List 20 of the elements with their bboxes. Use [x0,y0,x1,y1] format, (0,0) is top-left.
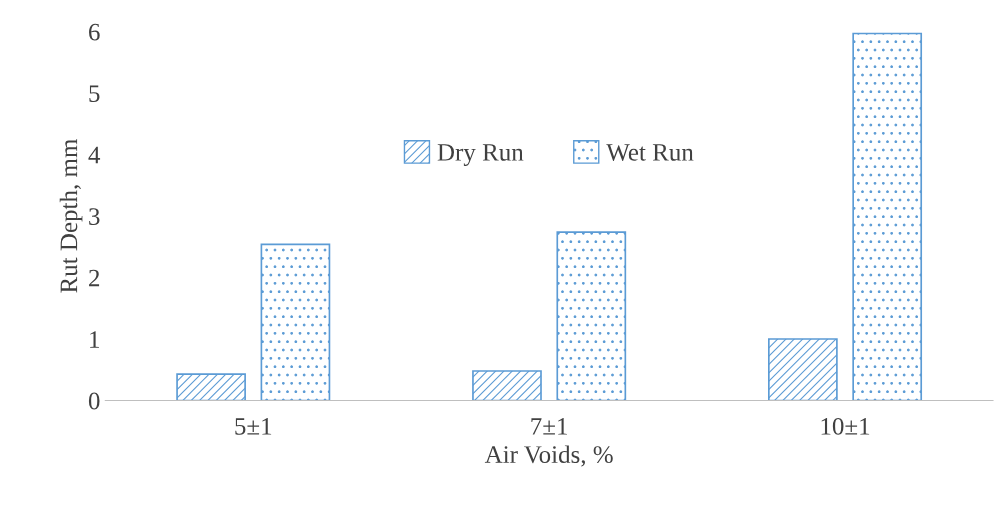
legend-label: Wet Run [606,144,694,161]
bar [260,243,331,401]
y-tick-label: 3 [89,208,100,225]
x-tick-label: 10±1 [821,417,870,435]
legend-label: Dry Run [437,144,524,166]
bar [472,370,542,401]
bar [556,231,627,401]
y-tick-label: 4 [88,146,101,164]
bar [852,32,923,401]
x-axis-title: Air Voids, % [484,445,613,467]
y-axis-title: Rut Depth, mm [59,139,83,293]
x-tick-label: 7±1 [531,418,567,435]
y-tick-label: 6 [89,23,100,41]
y-tick-label: 0 [88,392,100,410]
x-tick-label: 5±1 [235,418,272,435]
bar [176,373,246,401]
y-tick-label: 5 [89,85,100,103]
bar [768,338,838,401]
y-tick-label: 2 [89,269,100,287]
y-tick-label: 1 [90,331,99,348]
